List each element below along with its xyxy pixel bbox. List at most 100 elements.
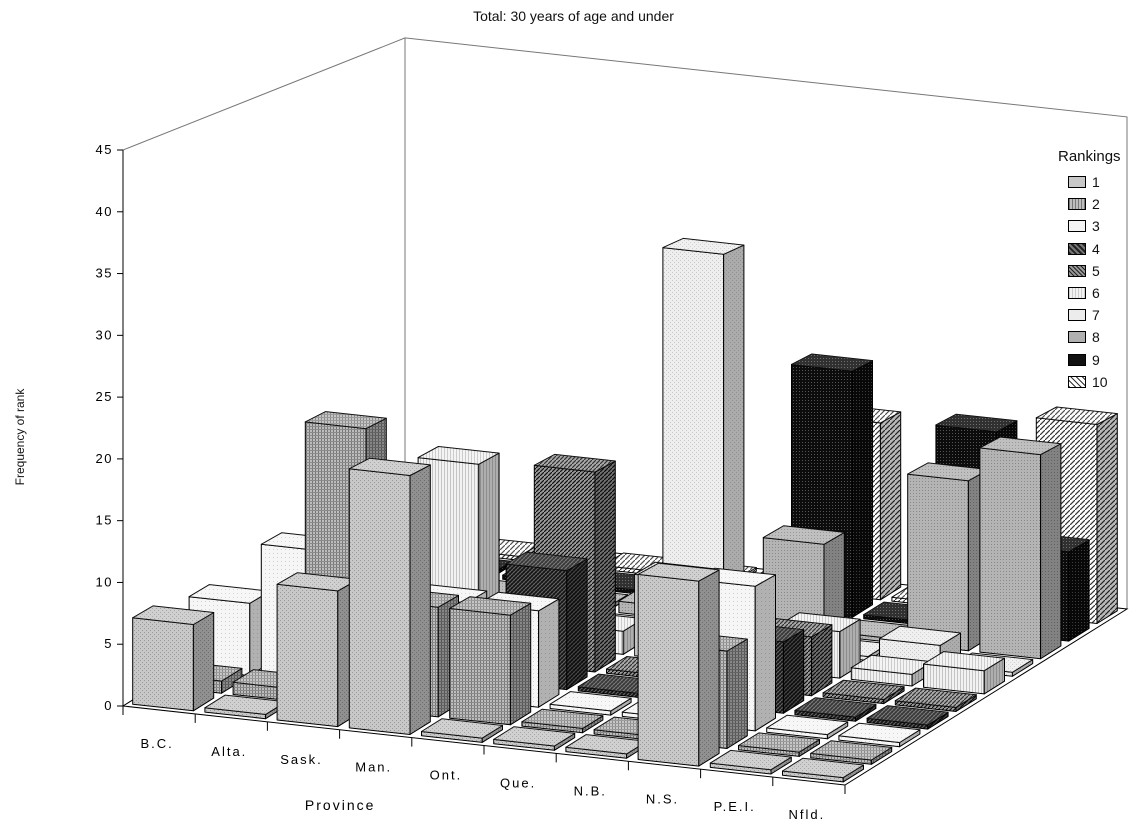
- bar-Nfld.-rank-2: [810, 740, 893, 765]
- x-tick-label: N.B.: [574, 783, 607, 798]
- bar-top-highlight: [189, 584, 271, 604]
- y-tick-label: 35: [96, 266, 113, 281]
- legend-swatch: [1068, 264, 1086, 277]
- x-tick-label: Man.: [355, 760, 392, 775]
- bar-side-shade: [566, 558, 588, 690]
- legend-item: 1: [1058, 171, 1121, 193]
- bar-top-highlight: [907, 462, 989, 481]
- bar-side-shade: [582, 715, 603, 733]
- bar-top-face: [810, 740, 893, 761]
- legend-label: 1: [1092, 174, 1100, 191]
- bar-side-shade: [1068, 539, 1090, 642]
- bar-side-shade: [852, 360, 873, 618]
- bar-Nfld.-rank-5: [894, 687, 977, 712]
- bar-top-highlight: [791, 354, 873, 371]
- bar-top-face: [762, 525, 845, 545]
- bar-Man.-rank-1: [348, 457, 431, 735]
- bar-side-shade: [1097, 413, 1118, 624]
- chart-title: Total: 30 years of age and under: [473, 8, 674, 24]
- bar-Que.-rank-2: [521, 708, 604, 734]
- y-tick-label: 40: [96, 204, 113, 219]
- bar-top-highlight: [923, 651, 1005, 671]
- legend-swatch: [1068, 242, 1086, 255]
- bar-front-face: [449, 607, 511, 726]
- bar-top-highlight: [662, 238, 744, 255]
- legend-item: 4: [1058, 238, 1121, 260]
- bar-P.E.I.-rank-3: [766, 714, 849, 740]
- legend-label: 3: [1092, 218, 1100, 235]
- y-tick-label: 0: [104, 698, 113, 713]
- bar-side-shade: [410, 464, 431, 735]
- bar-Que.-rank-3: [549, 691, 632, 716]
- legend-label: 9: [1092, 351, 1100, 368]
- bar-top-face: [493, 726, 576, 747]
- legend-swatch: [1068, 353, 1086, 366]
- bar-top-face: [521, 708, 604, 729]
- bar-top-face: [794, 697, 877, 718]
- legend-swatch: [1068, 331, 1086, 344]
- bar-front-face: [276, 583, 339, 728]
- bar-top-highlight: [1036, 407, 1118, 425]
- bar-top-highlight: [506, 552, 588, 571]
- bar-top-highlight: [838, 723, 920, 743]
- legend-item: 8: [1058, 326, 1121, 348]
- bar-top-face: [894, 687, 977, 708]
- bar-front-face: [979, 447, 1042, 660]
- bar-front-face: [132, 617, 194, 712]
- bar-side-shade: [221, 668, 242, 694]
- legend-swatch: [1068, 220, 1086, 233]
- bar-Nfld.-rank-6: [923, 651, 1005, 695]
- bar-side-shade: [827, 721, 848, 739]
- x-axis-label: Province: [305, 797, 375, 813]
- legend-swatch: [1068, 176, 1086, 189]
- bar-top-highlight: [867, 705, 949, 725]
- bar-top-highlight: [449, 596, 531, 616]
- bar-P.E.I.-rank-6: [850, 654, 933, 687]
- legend-label: 7: [1092, 307, 1100, 324]
- y-tick-label: 5: [104, 636, 113, 651]
- bar-top-highlight: [277, 572, 359, 591]
- bar-top-highlight: [738, 732, 820, 753]
- back-wall-edge: [122, 37, 1128, 609]
- bar-top-highlight: [534, 454, 616, 472]
- bar-side-shade: [595, 461, 616, 672]
- legend-swatch: [1068, 287, 1086, 300]
- bar-Ont.-rank-2: [449, 596, 532, 726]
- bar-Nfld.-rank-3: [838, 722, 921, 748]
- bar-P.E.I.-rank-5: [822, 679, 905, 705]
- bar-side-shade: [855, 704, 876, 722]
- legend-label: 8: [1092, 329, 1100, 346]
- bar-top-highlight: [710, 750, 792, 770]
- legend-item: 9: [1058, 349, 1121, 371]
- legend-item: 5: [1058, 260, 1121, 282]
- bar-top-highlight: [810, 740, 892, 760]
- x-tick-label: B.C.: [140, 736, 173, 751]
- bar-top-face: [1035, 406, 1118, 425]
- bar-top-highlight: [766, 715, 848, 735]
- bar-top-face: [505, 551, 588, 571]
- bar-top-face: [782, 757, 864, 779]
- bar-side-shade: [698, 569, 720, 767]
- bar-top-highlight: [823, 680, 905, 700]
- bar-top-highlight: [979, 437, 1061, 455]
- bar-top-highlight: [565, 734, 647, 754]
- bar-N.B.-rank-8: [762, 525, 845, 636]
- bar-top-highlight: [418, 446, 500, 465]
- bar-top-face: [935, 413, 1018, 433]
- bar-top-face: [822, 679, 905, 700]
- bar-side-shade: [727, 639, 748, 749]
- legend-item: 7: [1058, 304, 1121, 326]
- bar-Ont.-rank-1: [421, 718, 503, 743]
- legend-item: 10: [1058, 371, 1121, 393]
- bar-top-face: [662, 237, 745, 255]
- legend-item: 6: [1058, 282, 1121, 304]
- bar-Que.-rank-1: [493, 726, 576, 751]
- bar-side-shade: [510, 603, 531, 725]
- x-tick-label: Sask.: [280, 752, 323, 767]
- bar-N.S.-rank-1: [637, 562, 720, 767]
- bar-B.C.-rank-1: [132, 605, 215, 712]
- bar-top-face: [766, 714, 849, 736]
- bar-top-face: [132, 605, 215, 625]
- bar-top-highlight: [305, 411, 387, 429]
